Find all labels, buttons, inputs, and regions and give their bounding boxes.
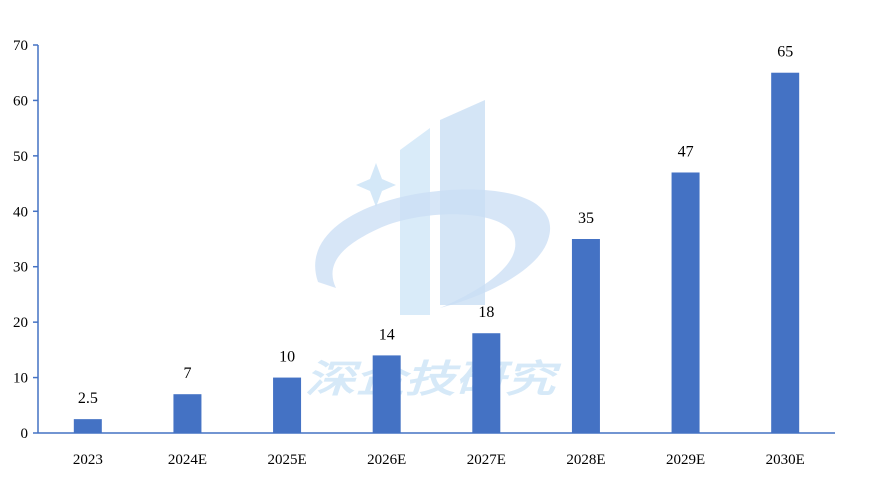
watermark-tower-left-icon	[400, 128, 430, 315]
data-label-2030E: 65	[777, 44, 793, 61]
data-label-2026E: 14	[379, 326, 395, 343]
watermark-logo: 深企技研究	[305, 100, 562, 401]
x-tick-label: 2023	[73, 452, 103, 468]
bar-2025E	[273, 377, 302, 433]
x-tick-label: 2025E	[267, 452, 306, 468]
x-tick-label: 2024E	[168, 452, 207, 468]
bar-2023	[73, 419, 102, 433]
bar-2030E	[771, 72, 800, 433]
data-label-2024E: 7	[183, 365, 191, 382]
bar-2029E	[671, 172, 700, 433]
watermark-text: 深企技研究	[305, 356, 562, 401]
data-label-2023: 2.5	[78, 390, 98, 407]
watermark-sparkle-icon	[356, 163, 396, 207]
y-tick-label: 10	[13, 371, 28, 387]
watermark-swoosh-icon	[315, 189, 551, 308]
y-axis: 0 10 20 30 40 50 60 70	[13, 38, 39, 442]
bar-2027E	[472, 333, 501, 433]
data-label-2025E: 10	[279, 349, 295, 366]
data-label-2028E: 35	[578, 210, 594, 227]
y-tick-label: 30	[13, 260, 28, 276]
y-tick-label: 20	[13, 315, 28, 331]
bars-group	[73, 72, 800, 433]
y-tick-label: 60	[13, 93, 28, 109]
y-tick-label: 70	[13, 38, 28, 54]
data-label-2027E: 18	[478, 304, 494, 321]
data-labels-group: 2.5 7 10 14 18 35 47 65	[78, 44, 793, 407]
bar-2026E	[372, 355, 401, 433]
y-tick-label: 40	[13, 204, 28, 220]
bar-2024E	[173, 394, 202, 433]
x-tick-label: 2027E	[467, 452, 506, 468]
y-tick-label: 0	[21, 426, 29, 442]
data-label-2029E: 47	[678, 143, 694, 160]
bar-2028E	[571, 239, 600, 433]
x-tick-label: 2026E	[367, 452, 406, 468]
x-tick-label: 2030E	[766, 452, 805, 468]
x-tick-label: 2029E	[666, 452, 705, 468]
x-tick-label: 2028E	[566, 452, 605, 468]
x-axis: 2023 2024E 2025E 2026E 2027E 2028E 2029E 2030E	[38, 432, 835, 468]
y-tick-label: 50	[13, 149, 28, 165]
